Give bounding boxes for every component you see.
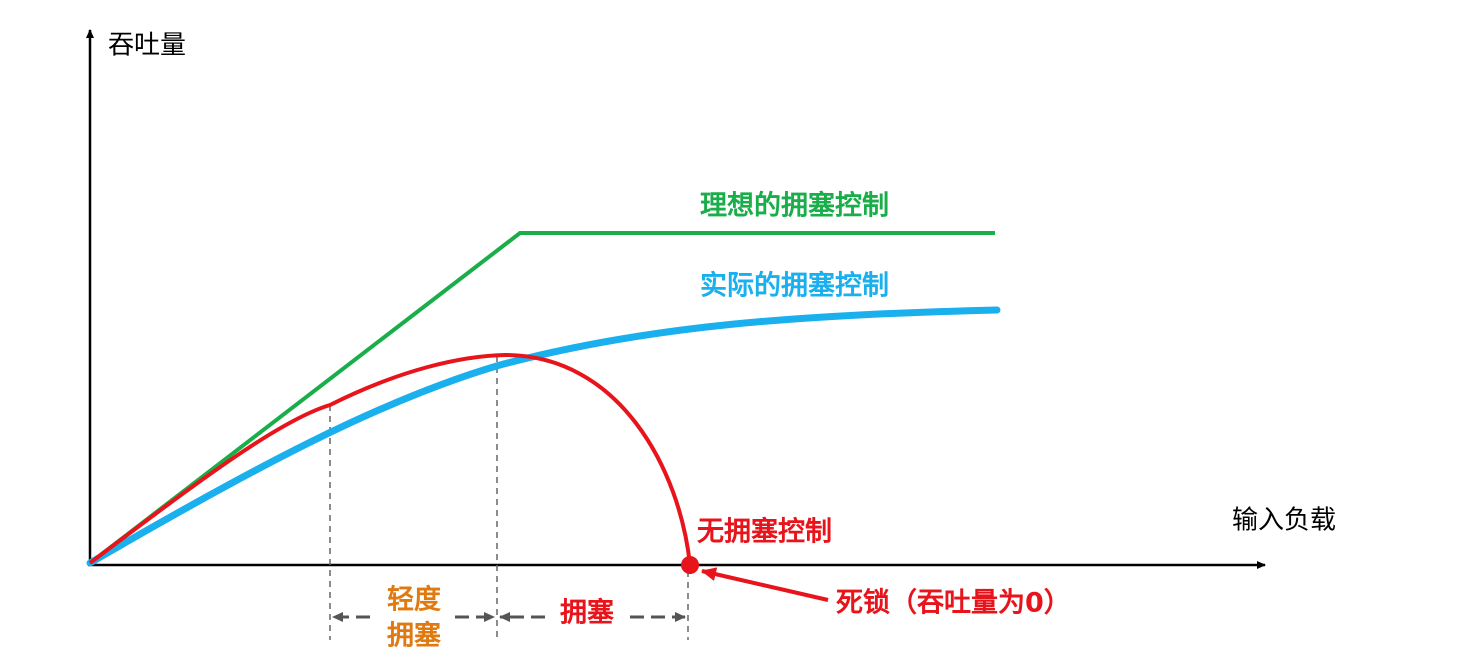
ideal-curve [88,231,995,565]
light-congestion-line2: 拥塞 [387,620,441,652]
y-axis-label: 吞吐量 [108,31,186,61]
guides [329,356,689,640]
deadlock-point [681,556,699,574]
x-axis-label: 输入负载 [1232,506,1336,536]
deadlock-label: 死锁（吞吐量为0） [836,587,1071,619]
congestion-label: 拥塞 [560,597,614,629]
no-control-curve [88,352,692,566]
ideal-label: 理想的拥塞控制 [700,190,889,222]
actual-curve [86,306,1001,567]
deadlock-arrow [701,567,829,602]
no-control-label: 无拥塞控制 [697,516,832,548]
actual-label: 实际的拥塞控制 [700,270,889,302]
light-congestion-line1: 轻度 [387,584,441,616]
